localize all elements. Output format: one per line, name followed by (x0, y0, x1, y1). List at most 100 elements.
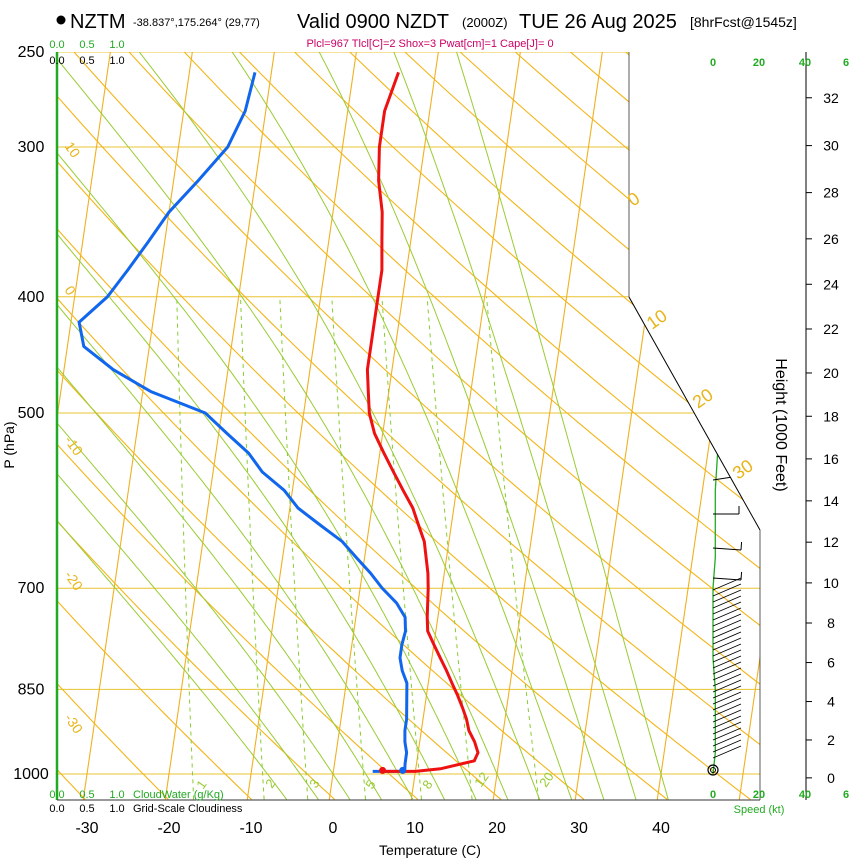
dry-adiabat-label: 10 (62, 139, 84, 161)
dry-adiabat (57, 52, 760, 800)
station-dot-icon (56, 15, 66, 25)
valid-time: Valid 0900 NZDT (297, 11, 449, 33)
freezing-level-marker (707, 370, 719, 382)
temp-tick-label: 40 (652, 820, 670, 837)
wind-barb (712, 433, 738, 441)
moist-adiabat (57, 52, 445, 800)
dry-adiabat (57, 52, 668, 800)
wind-barb (712, 691, 742, 705)
dry-adiabat (57, 52, 86, 800)
wind-barb (712, 401, 740, 409)
pressure-tick-label: 1000 (13, 766, 49, 783)
moist-adiabat-label: 30 (729, 455, 757, 483)
moist-adiabat (57, 52, 414, 800)
dry-adiabat (492, 52, 760, 800)
isotherm (410, 52, 538, 800)
height-tick-label: 2 (827, 732, 835, 748)
moist-adiabat (57, 52, 509, 800)
cloudiness-scale-top: 0.0 (49, 55, 64, 67)
wind-barb (712, 637, 742, 651)
wind-barb-flag (740, 571, 743, 581)
surface-dewpoint-dot (399, 766, 407, 774)
isotherm (246, 52, 374, 800)
mixing-ratio-line (240, 296, 265, 800)
cloudwater-scale-top: 0.0 (49, 39, 64, 51)
mixing-ratio-label: 12 (471, 769, 492, 789)
speed-scale-top: 0 (710, 57, 716, 69)
wind-barb (712, 745, 742, 759)
height-tick-label: 8 (827, 615, 835, 631)
cloudiness-label: Grid-Scale Cloudiness (133, 803, 243, 815)
cloudwater-scale-top: 1.0 (109, 39, 124, 51)
isotherm (0, 0, 45, 799)
mixing-ratio-label: 20 (536, 769, 557, 789)
moist-adiabat-label: 0 (624, 188, 644, 210)
dry-adiabat (57, 52, 169, 800)
height-tick-label: 10 (823, 575, 839, 591)
dry-adiabat-label: 0 (62, 283, 80, 299)
temp-tick-label: 20 (488, 820, 506, 837)
mixing-ratio-label: 3 (306, 776, 322, 791)
dry-adiabat-label: -10 (62, 433, 87, 459)
height-tick-label: 16 (823, 451, 839, 467)
wind-barb (680, 67, 714, 71)
wind-barb-flag (677, 243, 680, 253)
wind-barb (712, 667, 742, 681)
dry-adiabat (57, 52, 502, 800)
height-tick-label: 30 (823, 138, 839, 154)
moist-adiabat (57, 52, 319, 800)
moist-adiabat-label: 20 (689, 384, 717, 412)
cloud-water-label: CloudWater (g/Kg) (133, 789, 224, 801)
pressure-tick-label: 700 (18, 580, 45, 597)
forecast-info: [8hrFcst@1545z] (690, 14, 797, 30)
wind-barb (712, 715, 742, 729)
dewpoint-curve (77, 72, 409, 773)
moist-adiabat (57, 52, 382, 800)
temp-tick-label: 30 (570, 820, 588, 837)
height-tick-label: 18 (823, 408, 839, 424)
wind-barb (712, 685, 742, 699)
moist-adiabat (231, 52, 573, 800)
cloudiness-scale-top: 0.5 (79, 55, 94, 67)
isotherm-lines (0, 0, 760, 800)
wind-barb (712, 643, 742, 657)
moist-adiabat (456, 52, 669, 800)
wind-barb (712, 619, 742, 633)
wind-barb (712, 583, 742, 597)
isotherm (164, 52, 292, 800)
x-axis-title: Temperature (C) (379, 842, 481, 858)
surface-marker-inner (710, 767, 716, 773)
mixing-ratio-line (381, 296, 422, 800)
freezing-level-marker-inner (710, 373, 716, 379)
wind-barb (712, 601, 742, 615)
speed-scale-bottom: 0 (710, 789, 716, 801)
wind-barb (712, 631, 742, 645)
height-tick-label: 28 (823, 185, 839, 201)
wind-barb-flag (736, 394, 740, 403)
wind-barb (712, 697, 742, 711)
moist-adiabat (57, 52, 288, 800)
cloudiness-scale-top: 1.0 (109, 55, 124, 67)
mixing-ratio-line (176, 296, 195, 800)
temp-tick-label: -10 (239, 820, 262, 837)
temp-tick-label: 10 (406, 820, 424, 837)
pressure-tick-label: 400 (18, 289, 45, 306)
temperature-curve (365, 71, 480, 773)
mixing-ratio-line (486, 296, 540, 800)
surface-marker (707, 764, 719, 776)
dry-adiabat (57, 52, 252, 800)
wind-barb (712, 607, 742, 621)
wind-barb (712, 625, 742, 639)
wind-barb (712, 733, 742, 747)
height-tick-label: 32 (823, 90, 839, 106)
wind-barb (678, 247, 714, 253)
dry-adiabat (78, 52, 760, 800)
temp-tick-label: -20 (157, 820, 180, 837)
station-coords: -38.837°,175.264° (29,77) (133, 17, 260, 29)
speed-scale-bottom: 20 (753, 789, 765, 801)
pressure-tick-label: 300 (18, 139, 45, 156)
moist-adiabats (57, 52, 669, 800)
temp-tick-label: 0 (329, 820, 338, 837)
chart-header: NZTM -38.837°,175.264° (29,77) Valid 090… (56, 11, 797, 50)
